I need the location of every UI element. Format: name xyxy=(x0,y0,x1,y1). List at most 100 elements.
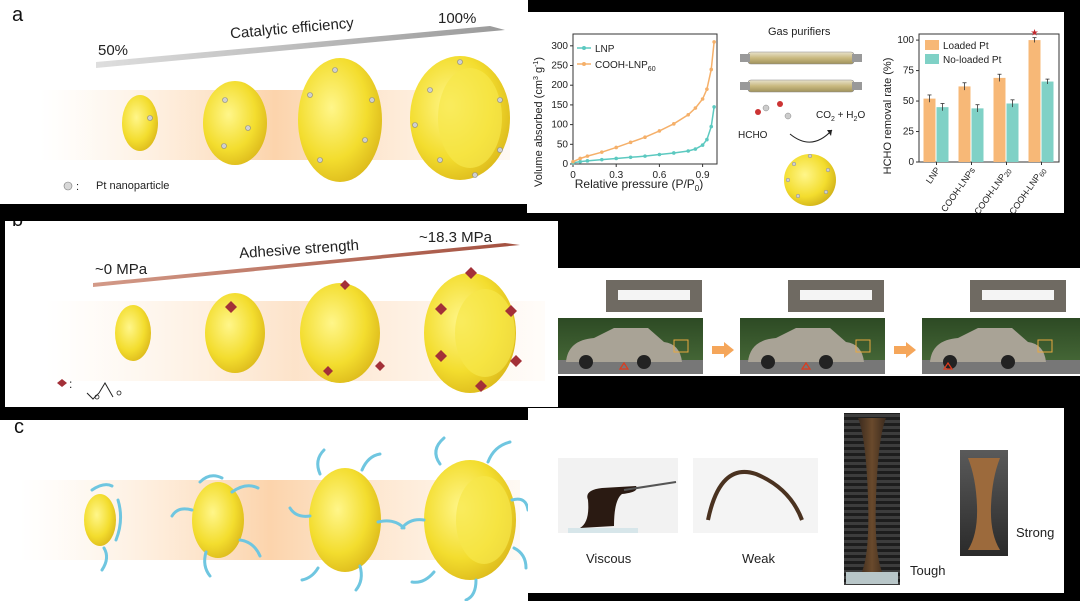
hcho-ytick-label: 25 xyxy=(903,127,915,138)
isotherm-legend-label: LNP xyxy=(595,44,615,55)
panel-label-a: a xyxy=(12,4,24,26)
isotherm-xtick-label: 0.9 xyxy=(696,170,710,181)
product-label: CO2 + H2O xyxy=(816,110,866,123)
state-strong-label: Strong xyxy=(1016,525,1055,540)
isotherm-point xyxy=(712,40,716,44)
material-state-photos: Viscous Weak Tough Strong xyxy=(528,408,1064,593)
state-viscous-label: Viscous xyxy=(586,551,632,566)
hcho-bar xyxy=(971,108,984,162)
hcho-bar xyxy=(923,98,936,162)
hcho-ylabel: HCHO removal rate (%) xyxy=(882,58,894,175)
isotherm-point xyxy=(643,135,647,140)
adhesive-arrow xyxy=(45,243,545,400)
isotherm-point xyxy=(600,157,604,162)
isotherm-ytick-label: 250 xyxy=(551,61,568,72)
isotherm-ytick-label: 200 xyxy=(551,80,568,91)
isotherm-point xyxy=(705,137,709,142)
fiber-network-illustration xyxy=(20,436,528,601)
isotherm-xtick-label: 0.6 xyxy=(652,170,666,181)
catalytic-arrow: : xyxy=(40,26,510,193)
isotherm-ylabel: Volume absorbed (cm3 g-1) xyxy=(533,57,545,187)
isotherm-point xyxy=(628,155,633,160)
isotherm-point xyxy=(585,154,590,158)
isotherm-legend-label: COOH-LNP60 xyxy=(595,60,656,73)
isotherm-point xyxy=(571,159,575,164)
panel-b-schematic: b ~0 MPa Adhesive strength ~18.3 MPa : xyxy=(5,221,558,407)
hcho-bar xyxy=(993,77,1006,162)
isotherm-xtick-label: 0 xyxy=(570,170,576,181)
purifier-tubes-icon xyxy=(740,51,862,206)
isotherm-ytick-label: 150 xyxy=(551,100,568,111)
isotherm-frame xyxy=(572,33,718,165)
adhesive-low-label: ~0 MPa xyxy=(95,261,148,278)
hcho-bar xyxy=(1006,103,1019,162)
catalytic-high-label: 100% xyxy=(438,10,477,27)
isotherm-legend-marker xyxy=(582,46,586,50)
isotherm-point xyxy=(686,112,690,117)
panel-c-schematic: c xyxy=(0,420,528,601)
isotherm-point xyxy=(709,67,714,72)
hcho-category-label: COOH-LNPs xyxy=(939,165,977,213)
panel-label-b: b xyxy=(12,221,23,232)
isotherm-ytick-label: 100 xyxy=(551,120,568,131)
hcho-bar xyxy=(1041,81,1054,162)
isotherm-point xyxy=(614,156,618,161)
isotherm-point xyxy=(585,159,590,163)
hcho-ytick-label: 100 xyxy=(897,35,914,46)
isotherm-point xyxy=(628,140,633,145)
catalytic-low-label: 50% xyxy=(98,42,129,59)
isotherm-point xyxy=(705,87,709,91)
pt-nanoparticle-legend: Pt nanoparticle xyxy=(96,180,170,192)
hcho-ytick-label: 50 xyxy=(903,96,915,107)
panel-label-c: c xyxy=(14,420,24,438)
isotherm-point xyxy=(578,156,582,161)
car-photo-sequence xyxy=(558,280,1080,374)
isotherm-point xyxy=(672,122,676,126)
isotherm-xtick-label: 0.3 xyxy=(609,170,623,181)
hcho-bar xyxy=(936,107,949,162)
hcho-significance-star: ★ xyxy=(1030,28,1038,38)
isotherm-point xyxy=(693,147,698,151)
hcho-ytick-label: 0 xyxy=(908,157,914,168)
hcho-label: HCHO xyxy=(738,130,768,141)
isotherm-ytick-label: 0 xyxy=(562,159,568,170)
hcho-legend-label: Loaded Pt xyxy=(943,41,989,52)
isotherm-point xyxy=(657,129,662,133)
hcho-ytick-label: 75 xyxy=(903,66,915,77)
isotherm-point xyxy=(709,124,714,129)
adhesive-high-label: ~18.3 MPa xyxy=(419,229,492,246)
hcho-bar xyxy=(958,86,971,162)
isotherm-point xyxy=(657,152,662,157)
state-weak-label: Weak xyxy=(742,551,775,566)
epoxy-legend-separator: : xyxy=(69,377,73,391)
isotherm-ytick-label: 300 xyxy=(551,41,568,52)
car-adhesion-photos xyxy=(558,268,1080,376)
isotherm-point xyxy=(686,149,690,153)
gas-purifier-illustration: Gas purifiers HCHO CO2 + H2O xyxy=(732,12,877,213)
isotherm-chart: Volume absorbed (cm3 g-1) Relative press… xyxy=(533,33,718,193)
hcho-category-label: LNP xyxy=(924,165,942,185)
hcho-removal-chart: HCHO removal rate (%) 0255075100LNPCOOH-… xyxy=(882,28,1060,213)
isotherm-point xyxy=(712,105,716,109)
material-sample-photos xyxy=(558,413,1008,585)
hcho-category-label: COOH-LNP20 xyxy=(972,165,1014,213)
panel-a-charts: Volume absorbed (cm3 g-1) Relative press… xyxy=(527,12,1064,213)
isotherm-point xyxy=(600,150,604,154)
isotherm-xlabel: Relative pressure (P/P0) xyxy=(575,177,704,193)
isotherm-point xyxy=(614,145,618,150)
hcho-legend-swatch xyxy=(925,40,939,50)
state-tough-label: Tough xyxy=(910,563,946,578)
isotherm-point xyxy=(643,154,647,158)
isotherm-point xyxy=(700,97,705,101)
hcho-frame xyxy=(918,33,1060,163)
isotherm-ytick-label: 50 xyxy=(557,139,569,150)
gas-purifier-title: Gas purifiers xyxy=(768,26,831,38)
isotherm-point xyxy=(578,159,582,164)
hcho-legend-label: No-loaded Pt xyxy=(943,55,1002,66)
hcho-legend-swatch xyxy=(925,54,939,64)
svg-text::: : xyxy=(76,181,79,193)
hcho-bar xyxy=(1028,40,1041,162)
isotherm-point xyxy=(693,106,698,110)
isotherm-point xyxy=(700,143,705,147)
panel-a-schematic: a : 50% Catalytic efficiency 100% Pt nan… xyxy=(0,0,528,204)
